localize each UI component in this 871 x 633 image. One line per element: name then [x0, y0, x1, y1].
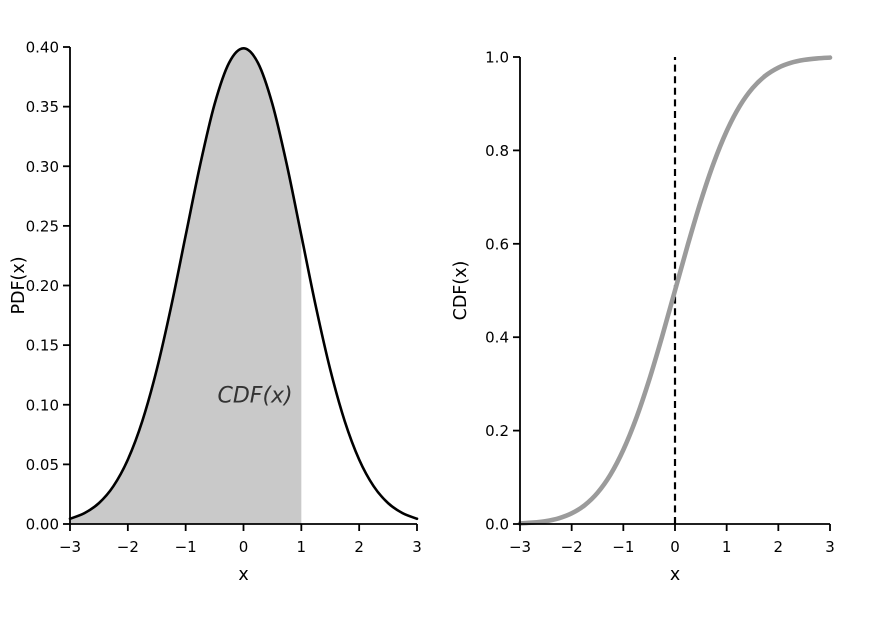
x-tick-label: −2	[561, 538, 583, 556]
pdf-ylabel: PDF(x)	[9, 256, 29, 314]
x-tick-label: 1	[297, 538, 307, 556]
pdf-chart: −3 −2 −1 0 1 2 3 0.00 0.05 0.10 0.15 0.20 0.25 0.30 0.…	[9, 38, 422, 585]
x-tick-label: 3	[825, 538, 835, 556]
y-tick-label: 0.20	[26, 277, 59, 295]
x-tick-label: 1	[722, 538, 732, 556]
x-tick-label: 3	[412, 538, 422, 556]
cdf-chart: −3 −2 −1 0 1 2 3 0.0 0.2 0.4 0.6 0.8 1.0 x CDF(x)	[440, 0, 871, 633]
y-tick-label: 0.8	[485, 142, 509, 160]
x-tick-label: −1	[612, 538, 634, 556]
cdf-curve	[517, 55, 833, 526]
y-tick-label: 0.35	[26, 98, 59, 116]
y-tick-label: 0.30	[26, 158, 59, 176]
x-tick-label: −3	[59, 538, 81, 556]
y-tick-label: 0.10	[26, 396, 59, 414]
y-tick-label: 0.05	[26, 456, 59, 474]
y-tick-label: 0.00	[26, 516, 59, 534]
y-tick-label: 1.0	[485, 49, 509, 67]
pdf-annotation: CDF(x)	[217, 383, 292, 408]
y-tick-label: 0.0	[485, 516, 509, 534]
x-tick-label: −1	[175, 538, 197, 556]
y-tick-label: 0.15	[26, 337, 59, 355]
cdf-xlabel: x	[670, 565, 680, 585]
x-tick-label: −3	[509, 538, 531, 556]
x-tick-label: −2	[117, 538, 139, 556]
cdf-ylabel: CDF(x)	[451, 261, 471, 321]
y-tick-label: 0.6	[485, 235, 509, 253]
x-tick-label: 0	[239, 538, 249, 556]
x-tick-label: 0	[670, 538, 680, 556]
y-tick-label: 0.2	[485, 422, 509, 440]
pdf-xlabel: x	[238, 565, 248, 585]
pdf-curve	[68, 47, 419, 521]
y-tick-label: 0.4	[485, 329, 509, 347]
y-tick-label: 0.25	[26, 217, 59, 235]
pdf-shaded-area	[70, 48, 302, 525]
x-tick-label: 2	[774, 538, 784, 556]
x-tick-label: 2	[354, 538, 364, 556]
y-tick-label: 0.40	[26, 39, 59, 57]
